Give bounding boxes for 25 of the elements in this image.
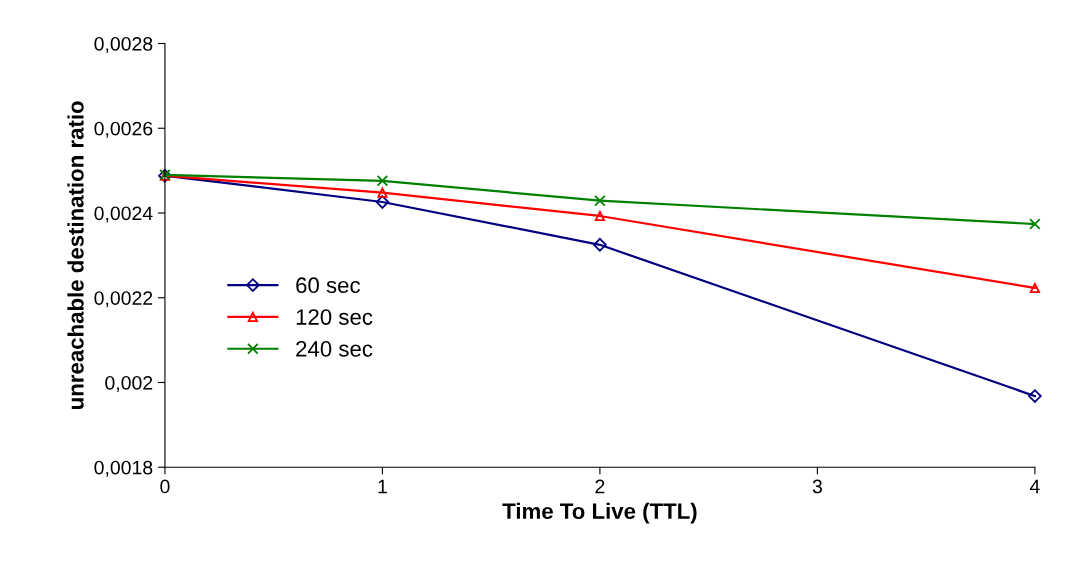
x-axis-title: Time To Live (TTL) <box>502 502 697 524</box>
x-tick-label: 2 <box>595 479 605 494</box>
x-tick-label: 3 <box>812 479 822 494</box>
x-tick-label: 1 <box>378 479 387 494</box>
point <box>594 194 606 207</box>
point <box>594 210 605 222</box>
point <box>375 195 390 209</box>
legend-label: 120 sec <box>296 309 373 325</box>
y-tick-label: 0,0028 <box>94 36 153 54</box>
x-tick-label: 4 <box>1029 479 1040 494</box>
x-tick-label: 0 <box>160 479 170 494</box>
y-tick-label: 0,0022 <box>94 291 153 308</box>
y-tick-label: 0,002 <box>105 375 153 393</box>
y-axis-title: unreachable destination ratio <box>67 101 84 409</box>
y-tick-label: 0,0024 <box>94 206 153 223</box>
y-tick-label: 0,0018 <box>94 460 153 477</box>
point <box>376 175 389 187</box>
point <box>1029 218 1041 230</box>
point <box>377 187 388 198</box>
legend-label: 60 sec <box>296 277 360 294</box>
legend-label: 240 sec <box>296 341 373 357</box>
point <box>1029 282 1040 294</box>
y-tick-label: 0,0026 <box>94 121 153 138</box>
point <box>1028 389 1042 403</box>
point <box>593 237 607 252</box>
